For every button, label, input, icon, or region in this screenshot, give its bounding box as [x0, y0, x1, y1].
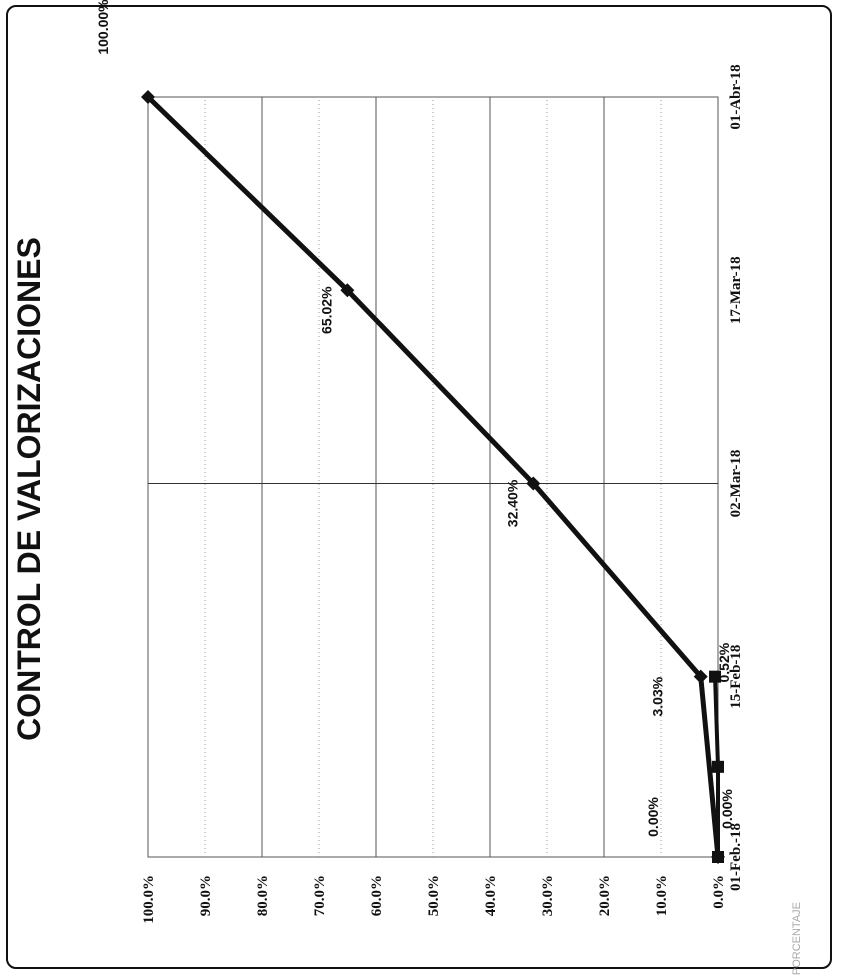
data-label: 3.03%: [650, 676, 666, 716]
x-tick-label: 17-Mar-18: [728, 256, 744, 324]
data-label: 100.00%: [95, 0, 111, 55]
x-axis-ticks: 01-Feb.-18 15-Feb-18 02-Mar-18 17-Mar-18 01-…: [728, 64, 744, 891]
y-tick-label: 0.0%: [711, 875, 727, 909]
x-tick-label: 02-Mar-18: [728, 450, 744, 518]
y-tick-label: 60.0%: [369, 875, 385, 916]
y-axis-label: PORCENTAJE: [791, 902, 803, 975]
chart-frame: [6, 5, 832, 969]
chart-rotated-group: CONTROL DE VALORIZACIONES 0.0% 10.0% 20.0%…: [11, 0, 803, 975]
data-label: 0.00%: [719, 789, 735, 829]
y-tick-label: 20.0%: [597, 875, 613, 916]
grid: [147, 96, 719, 858]
data-label: 0.00%: [645, 797, 661, 837]
data-point-marker: [709, 670, 722, 683]
y-tick-label: 30.0%: [540, 875, 556, 916]
data-label: 65.02%: [318, 286, 334, 334]
data-label: 0.52%: [716, 642, 732, 682]
y-axis-ticks: 0.0% 10.0% 20.0% 30.0% 40.0% 50.0% 60.0% 70.0% 8…: [141, 875, 727, 924]
x-tick-label: 01-Feb.-18: [728, 823, 744, 891]
data-point-marker: [526, 476, 541, 491]
x-tick-label: 01-Abr-18: [728, 64, 744, 129]
y-tick-label: 10.0%: [654, 875, 670, 916]
data-point-marker: [712, 851, 724, 863]
y-tick-label: 80.0%: [255, 875, 271, 916]
chart-title: CONTROL DE VALORIZACIONES: [11, 237, 47, 741]
data-point-marker: [141, 90, 155, 104]
x-tick-label: 15-Feb-18: [728, 645, 744, 709]
data-point-marker: [712, 760, 724, 773]
y-tick-label: 100.0%: [141, 875, 157, 924]
data-point-marker: [693, 669, 708, 684]
y-tick-label: 70.0%: [312, 875, 328, 916]
data-point-marker: [340, 283, 355, 298]
data-label: 32.40%: [504, 479, 520, 527]
y-tick-label: 90.0%: [198, 875, 214, 916]
y-tick-label: 50.0%: [426, 875, 442, 916]
y-tick-label: 40.0%: [483, 875, 499, 916]
series-layer: 0.00% 3.03% 32.40% 65.02% 100.00% 0.00% 0.52%: [95, 0, 735, 864]
